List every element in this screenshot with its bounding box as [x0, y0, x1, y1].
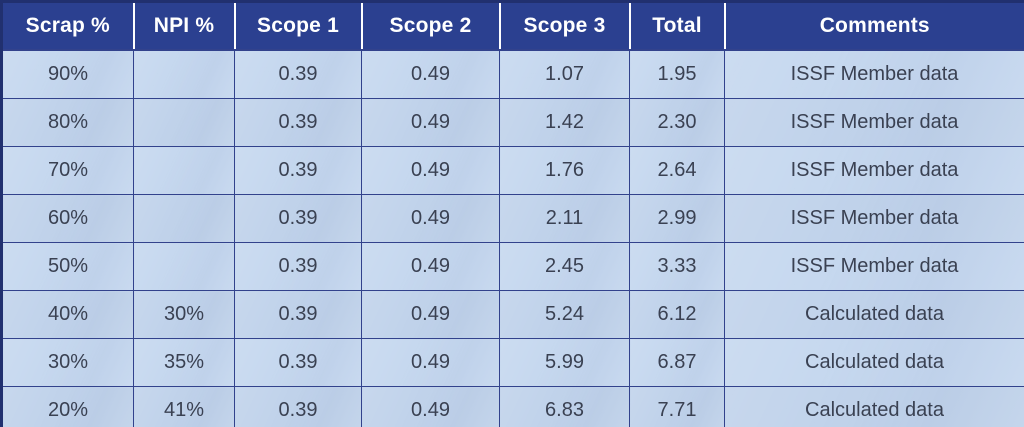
- table-row: 20% 41% 0.39 0.49 6.83 7.71 Calculated d…: [1, 386, 1024, 427]
- cell-total: 2.99: [629, 194, 725, 243]
- cell-total: 3.33: [629, 242, 725, 291]
- cell-comments: ISSF Member data: [724, 242, 1024, 291]
- cell-scope3: 1.07: [499, 49, 630, 99]
- cell-comments: Calculated data: [724, 290, 1024, 339]
- table-row: 60% 0.39 0.49 2.11 2.99 ISSF Member data: [1, 194, 1024, 243]
- cell-npi-pct: [133, 98, 235, 147]
- cell-total: 6.87: [629, 338, 725, 387]
- cell-total: 1.95: [629, 49, 725, 99]
- cell-scope3: 2.45: [499, 242, 630, 291]
- cell-scrap-pct: 30%: [1, 338, 134, 387]
- cell-comments: ISSF Member data: [724, 194, 1024, 243]
- cell-npi-pct: [133, 242, 235, 291]
- cell-scope2: 0.49: [361, 386, 500, 427]
- cell-comments: ISSF Member data: [724, 98, 1024, 147]
- table-header: Scrap % NPI % Scope 1 Scope 2 Scope 3 To…: [1, 1, 1024, 51]
- col-header-scope2: Scope 2: [360, 1, 500, 51]
- table-row: 80% 0.39 0.49 1.42 2.30 ISSF Member data: [1, 98, 1024, 147]
- col-header-scope1: Scope 1: [233, 1, 362, 51]
- cell-total: 2.30: [629, 98, 725, 147]
- cell-scope1: 0.39: [234, 386, 362, 427]
- cell-scope2: 0.49: [361, 146, 500, 195]
- cell-comments: Calculated data: [724, 386, 1024, 427]
- cell-scope1: 0.39: [234, 242, 362, 291]
- table-row: 50% 0.39 0.49 2.45 3.33 ISSF Member data: [1, 242, 1024, 291]
- cell-scrap-pct: 50%: [1, 242, 134, 291]
- cell-npi-pct: 30%: [133, 290, 235, 339]
- cell-scope3: 5.99: [499, 338, 630, 387]
- cell-scope1: 0.39: [234, 290, 362, 339]
- cell-total: 6.12: [629, 290, 725, 339]
- table-body: 90% 0.39 0.49 1.07 1.95 ISSF Member data…: [1, 49, 1024, 427]
- cell-scope2: 0.49: [361, 98, 500, 147]
- cell-scope3: 5.24: [499, 290, 630, 339]
- cell-comments: Calculated data: [724, 338, 1024, 387]
- cell-scope2: 0.49: [361, 49, 500, 99]
- cell-scrap-pct: 40%: [1, 290, 134, 339]
- cell-scope1: 0.39: [234, 98, 362, 147]
- cell-total: 2.64: [629, 146, 725, 195]
- cell-scope1: 0.39: [234, 146, 362, 195]
- cell-scope3: 2.11: [499, 194, 630, 243]
- col-header-total: Total: [628, 1, 725, 51]
- table-row: 40% 30% 0.39 0.49 5.24 6.12 Calculated d…: [1, 290, 1024, 339]
- col-header-npi-pct: NPI %: [132, 1, 235, 51]
- cell-npi-pct: [133, 146, 235, 195]
- cell-scrap-pct: 60%: [1, 194, 134, 243]
- cell-npi-pct: [133, 194, 235, 243]
- cell-scrap-pct: 90%: [1, 49, 134, 99]
- cell-scope2: 0.49: [361, 242, 500, 291]
- col-header-scrap-pct: Scrap %: [1, 1, 134, 51]
- cell-scope1: 0.39: [234, 49, 362, 99]
- cell-scope3: 1.42: [499, 98, 630, 147]
- col-header-comments: Comments: [723, 1, 1024, 51]
- col-header-scope3: Scope 3: [498, 1, 630, 51]
- cell-scope1: 0.39: [234, 194, 362, 243]
- cell-comments: ISSF Member data: [724, 49, 1024, 99]
- cell-scrap-pct: 70%: [1, 146, 134, 195]
- cell-scope2: 0.49: [361, 194, 500, 243]
- cell-scope3: 6.83: [499, 386, 630, 427]
- cell-scope3: 1.76: [499, 146, 630, 195]
- cell-scope2: 0.49: [361, 338, 500, 387]
- cell-npi-pct: 41%: [133, 386, 235, 427]
- table-row: 30% 35% 0.39 0.49 5.99 6.87 Calculated d…: [1, 338, 1024, 387]
- cell-scope2: 0.49: [361, 290, 500, 339]
- cell-total: 7.71: [629, 386, 725, 427]
- cell-scrap-pct: 80%: [1, 98, 134, 147]
- table-row: 90% 0.39 0.49 1.07 1.95 ISSF Member data: [1, 49, 1024, 99]
- cell-comments: ISSF Member data: [724, 146, 1024, 195]
- cell-scope1: 0.39: [234, 338, 362, 387]
- cell-npi-pct: 35%: [133, 338, 235, 387]
- header-row: Scrap % NPI % Scope 1 Scope 2 Scope 3 To…: [1, 1, 1024, 51]
- cell-npi-pct: [133, 49, 235, 99]
- cell-scrap-pct: 20%: [1, 386, 134, 427]
- table-row: 70% 0.39 0.49 1.76 2.64 ISSF Member data: [1, 146, 1024, 195]
